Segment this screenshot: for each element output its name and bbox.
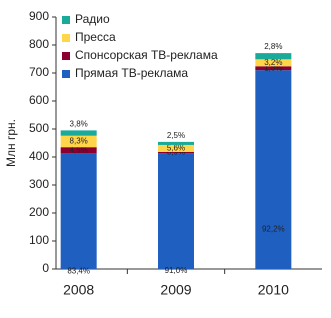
- bar-segment: [255, 70, 292, 269]
- x-tick-label: 2008: [63, 282, 94, 298]
- y-tick-label: 600: [29, 93, 49, 107]
- share-label: 83,4%: [67, 266, 90, 275]
- share-label: 92,2%: [262, 225, 285, 234]
- legend-swatch: [62, 52, 70, 60]
- y-tick-label: 200: [29, 205, 49, 219]
- legend-swatch: [62, 34, 70, 42]
- y-axis-label: Млн грн.: [4, 119, 18, 167]
- legend-label: Радио: [75, 12, 110, 26]
- legend-label: Прямая ТВ-реклама: [75, 66, 188, 80]
- share-label: 3,2%: [264, 58, 282, 67]
- bar-segment: [60, 153, 97, 269]
- bar-segment: [158, 153, 194, 269]
- bar-segment: [255, 59, 292, 67]
- legend-label: Пресса: [75, 30, 116, 44]
- share-label: 91,0%: [165, 266, 188, 275]
- share-label: 2,5%: [167, 131, 185, 140]
- legend-swatch: [62, 70, 70, 78]
- y-tick-label: 0: [42, 261, 49, 275]
- legend-swatch: [62, 16, 70, 24]
- share-label: 2,8%: [264, 42, 282, 51]
- y-tick-label: 400: [29, 149, 49, 163]
- y-tick-label: 500: [29, 121, 49, 135]
- x-tick-label: 2009: [160, 282, 191, 298]
- bar-segment: [158, 151, 194, 154]
- y-tick-label: 300: [29, 177, 49, 191]
- share-label: 0,9%: [167, 148, 185, 157]
- x-tick-label: 2010: [258, 282, 289, 298]
- legend-label: Спонсорская ТВ-реклама: [75, 48, 218, 62]
- bar-segment: [255, 53, 292, 60]
- y-tick-label: 900: [29, 9, 49, 23]
- bar-segment: [60, 135, 97, 148]
- share-label: 8,3%: [70, 137, 88, 146]
- bar-segment: [158, 144, 194, 152]
- y-tick-label: 100: [29, 233, 49, 247]
- y-tick-label: 800: [29, 37, 49, 51]
- share-label: 4,5%: [70, 145, 88, 154]
- bar-segment: [158, 141, 194, 145]
- y-tick-label: 700: [29, 65, 49, 79]
- share-label: 3,8%: [70, 120, 88, 129]
- share-label: 1,8%: [264, 63, 282, 72]
- bar-segment: [60, 130, 97, 136]
- bar-segment: [60, 147, 97, 154]
- share-label: 5,6%: [167, 144, 185, 153]
- bar-segment: [255, 66, 292, 71]
